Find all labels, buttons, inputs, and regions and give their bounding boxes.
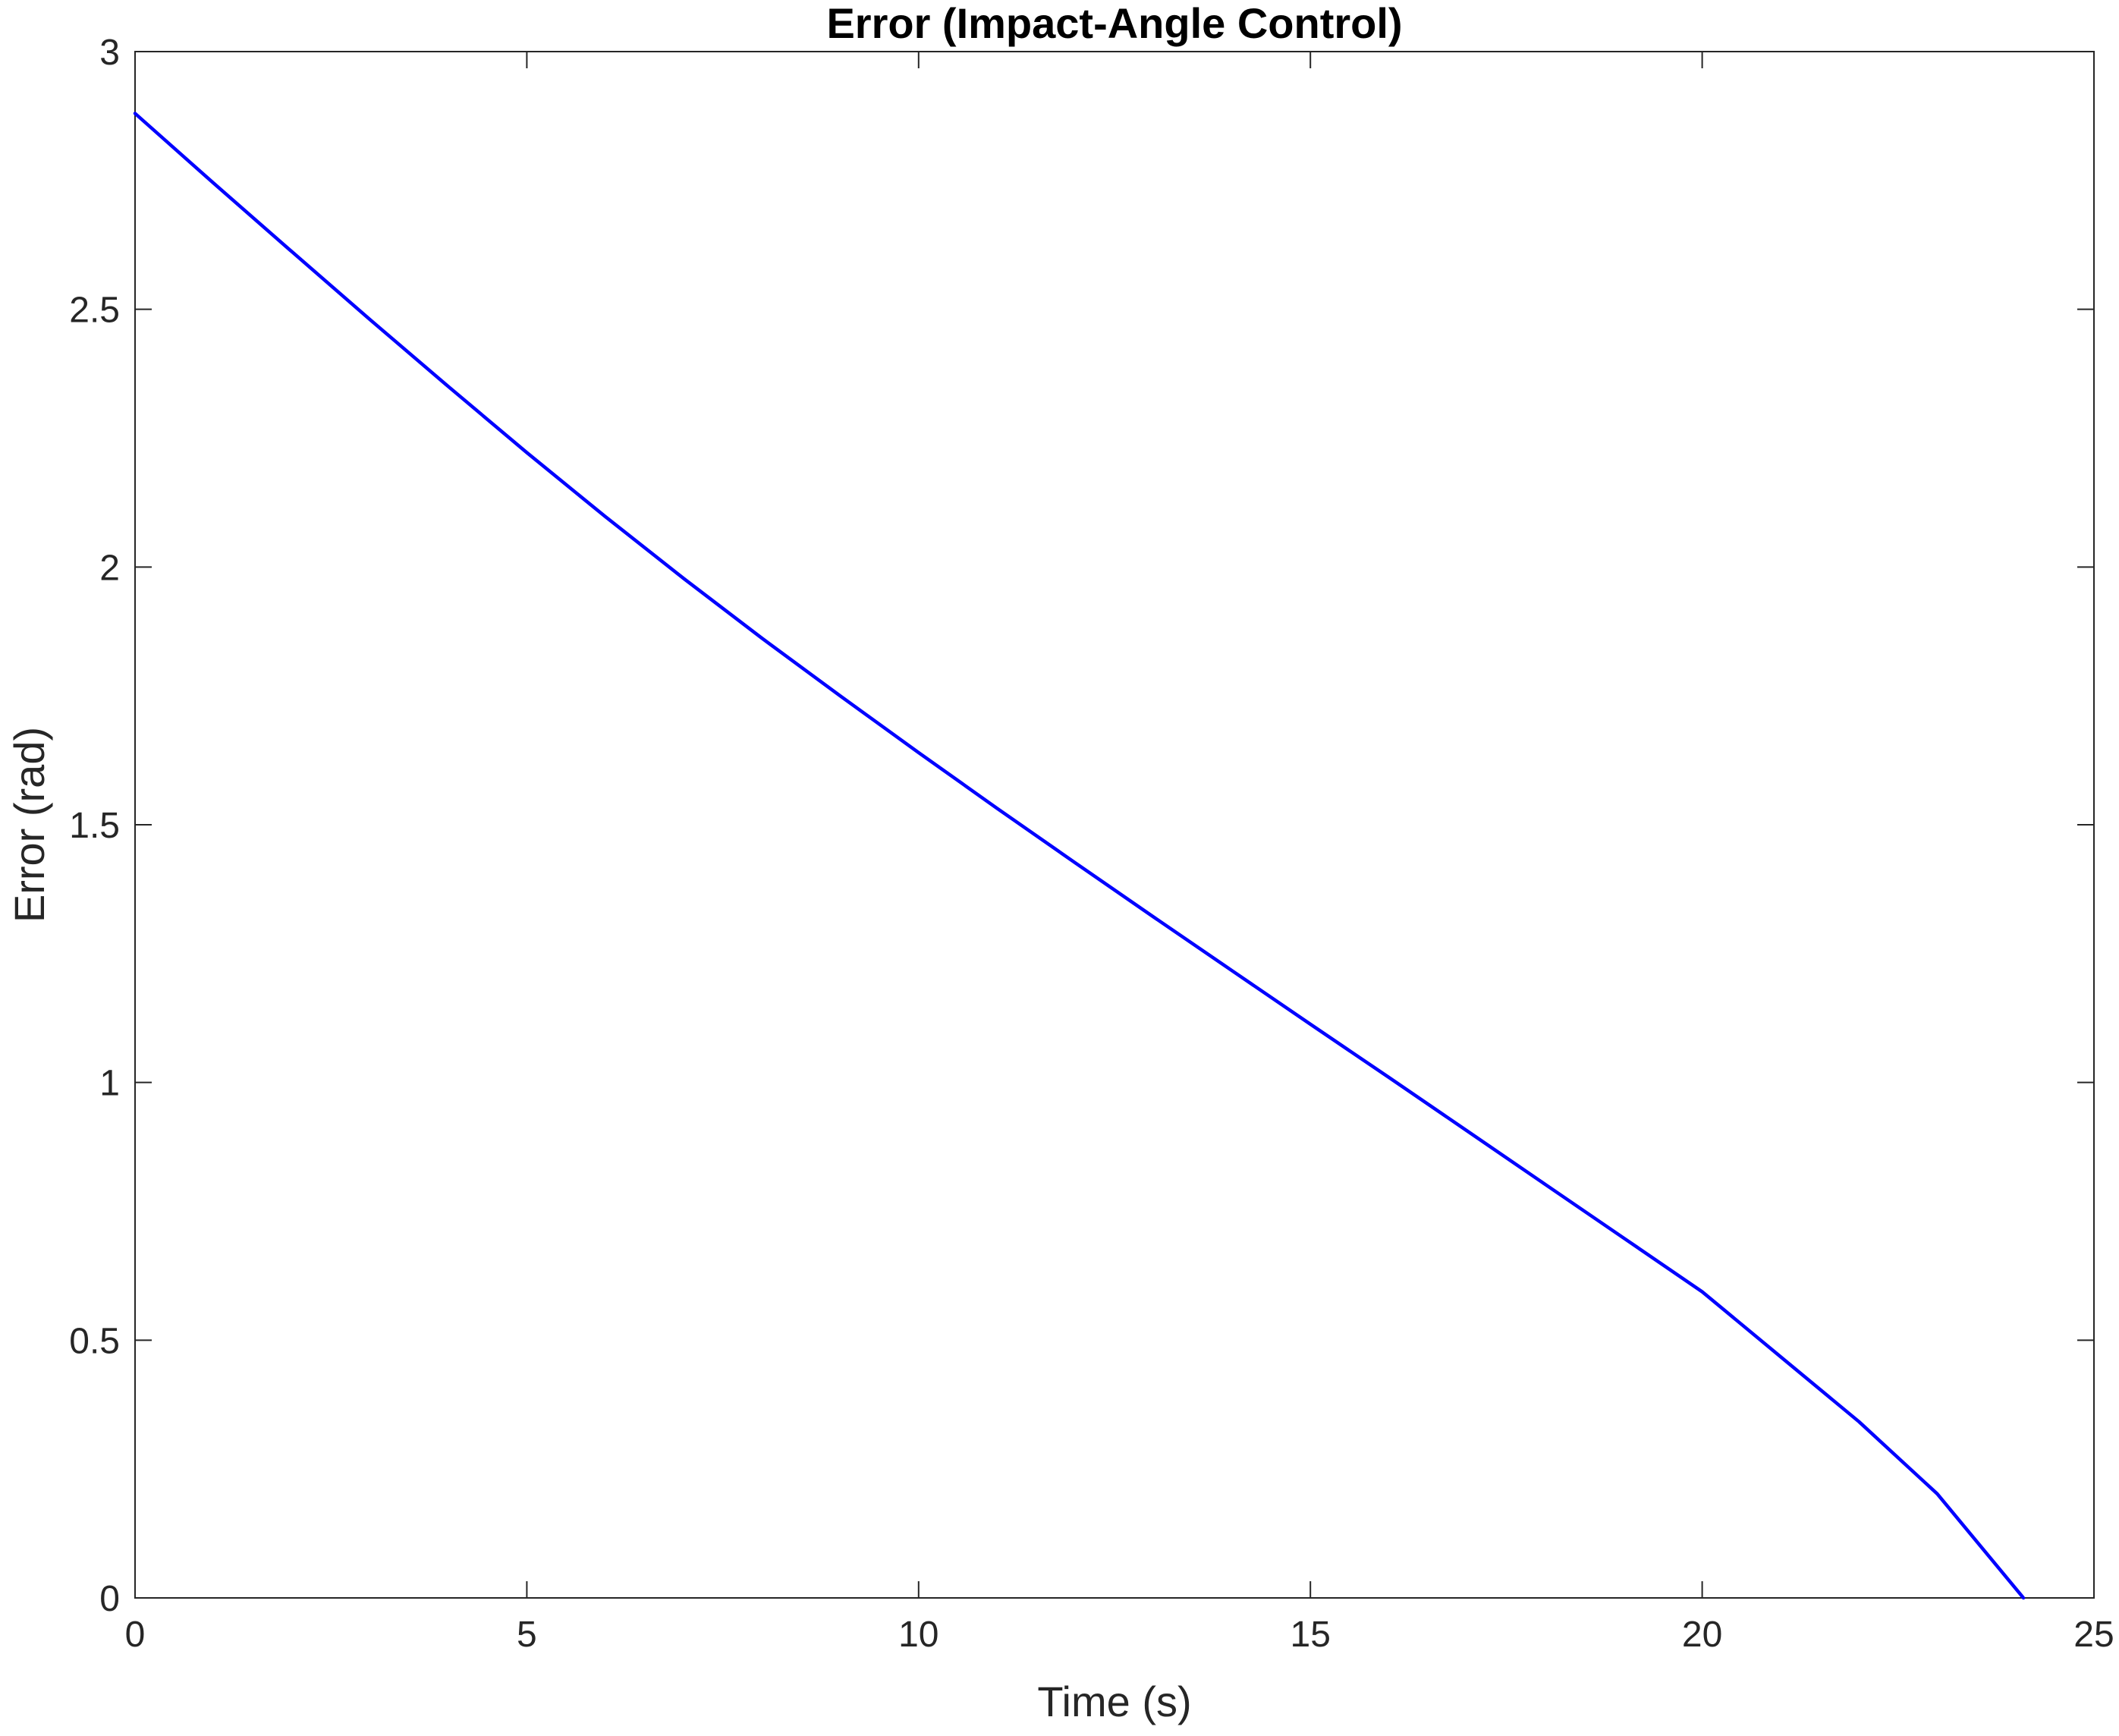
x-axis-label: Time (s) <box>1037 1678 1191 1725</box>
series-line <box>133 112 2026 1600</box>
y-tick-label: 0 <box>99 1579 120 1619</box>
y-tick-label: 2.5 <box>69 291 120 331</box>
x-tick-label: 10 <box>898 1615 938 1655</box>
x-tick-label: 0 <box>125 1615 146 1655</box>
axes-box <box>134 51 2095 1599</box>
chart-title: Error (Impact-Angle Control) <box>826 0 1402 47</box>
ticks <box>134 51 2095 1599</box>
x-tick-label: 5 <box>517 1615 537 1655</box>
x-tick-label: 15 <box>1291 1615 1331 1655</box>
y-tick-label: 3 <box>99 33 120 73</box>
x-tick-labels: 0 5 10 15 20 25 <box>125 1615 2114 1655</box>
series-layer <box>133 112 2026 1600</box>
y-tick-labels: 0 0.5 1 1.5 2 2.5 3 <box>69 33 120 1619</box>
y-tick-label: 1 <box>99 1064 120 1104</box>
y-tick-label: 2 <box>99 548 120 588</box>
y-axis-label: Error (rad) <box>5 727 53 923</box>
y-tick-label: 0.5 <box>69 1321 120 1361</box>
y-tick-label: 1.5 <box>69 806 120 846</box>
x-tick-label: 25 <box>2073 1615 2114 1655</box>
x-tick-label: 20 <box>1682 1615 1722 1655</box>
